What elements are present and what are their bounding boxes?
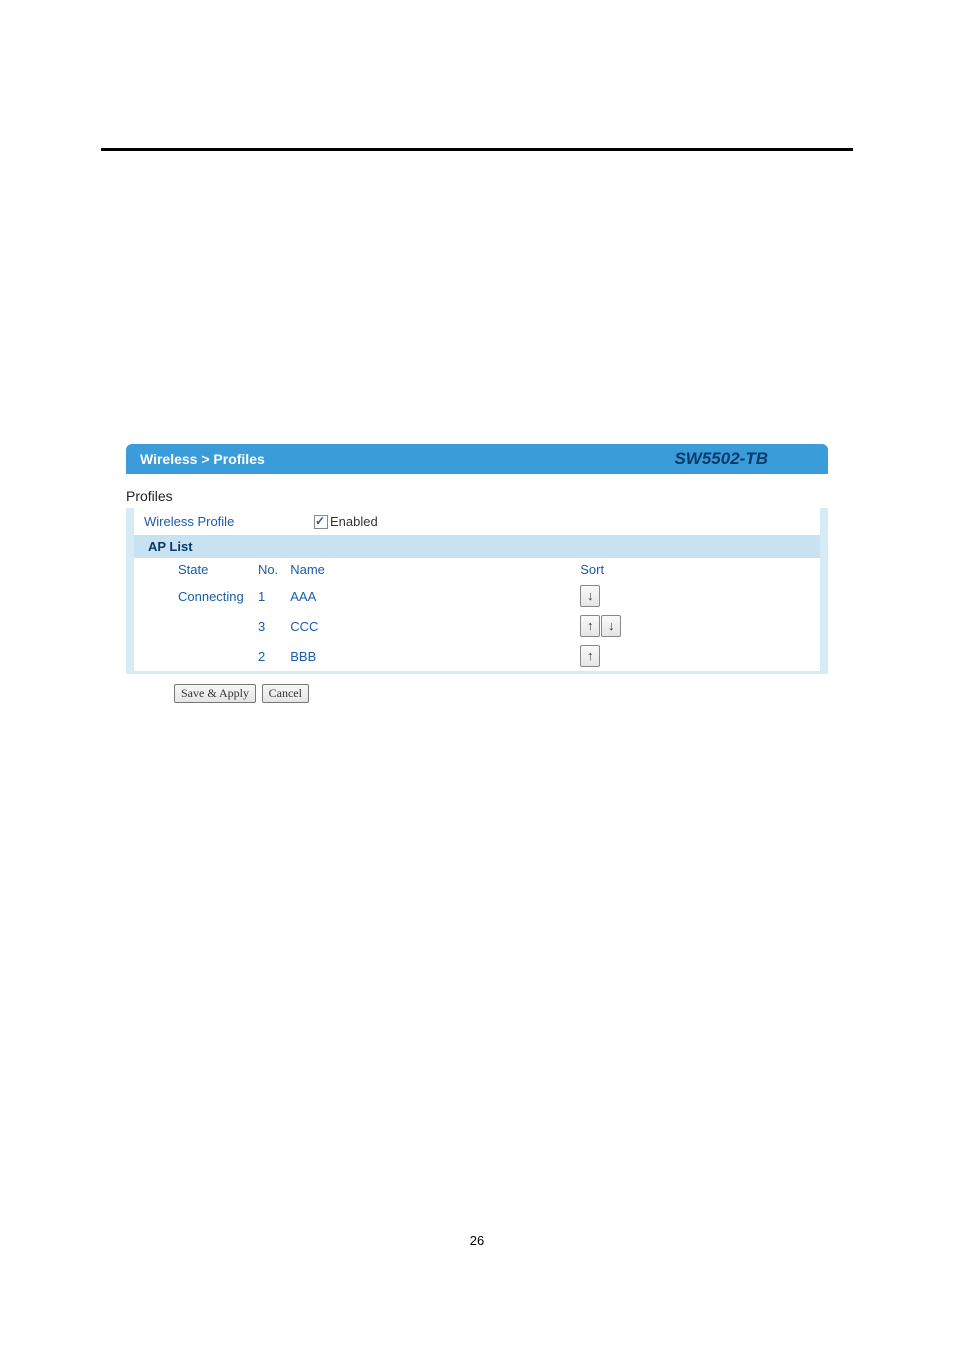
panel-header: Wireless > Profiles SW5502-TB	[126, 444, 828, 474]
cell-state: Connecting	[172, 581, 252, 611]
enabled-checkbox[interactable]	[314, 515, 328, 529]
wireless-profile-row: Wireless Profile Enabled	[134, 508, 820, 535]
sort-up-button[interactable]: ↑	[580, 645, 600, 667]
section-title: Profiles	[126, 488, 828, 504]
wireless-profile-value: Enabled	[314, 514, 378, 529]
cancel-button[interactable]: Cancel	[262, 684, 309, 703]
cell-sort: ↓	[574, 581, 820, 611]
col-header-state: State	[172, 558, 252, 581]
cell-name: BBB	[284, 641, 574, 671]
wireless-profiles-panel: Wireless > Profiles SW5502-TB Profiles W…	[126, 444, 828, 703]
col-header-no: No.	[252, 558, 284, 581]
cell-name: CCC	[284, 611, 574, 641]
col-header-name: Name	[284, 558, 574, 581]
breadcrumb: Wireless > Profiles	[140, 451, 265, 467]
cell-no: 3	[252, 611, 284, 641]
cell-state	[172, 611, 252, 641]
cell-sort: ↑	[574, 641, 820, 671]
page-divider	[101, 148, 853, 151]
cell-state	[172, 641, 252, 671]
table-row: Connecting 1 AAA ↓	[134, 581, 820, 611]
cell-no: 2	[252, 641, 284, 671]
content-body: Wireless Profile Enabled AP List State N…	[126, 508, 828, 674]
table-row: 2 BBB ↑	[134, 641, 820, 671]
sort-up-button[interactable]: ↑	[580, 615, 600, 637]
model-label: SW5502-TB	[674, 449, 768, 469]
ap-list-header: AP List	[134, 535, 820, 558]
col-header-sort: Sort	[574, 558, 820, 581]
save-apply-button[interactable]: Save & Apply	[174, 684, 256, 703]
cell-sort: ↑↓	[574, 611, 820, 641]
wireless-profile-label: Wireless Profile	[144, 514, 314, 529]
sort-down-button[interactable]: ↓	[601, 615, 621, 637]
cell-name: AAA	[284, 581, 574, 611]
page-number: 26	[0, 1233, 954, 1248]
ap-list-header-row: State No. Name Sort	[134, 558, 820, 581]
enabled-label: Enabled	[330, 514, 378, 529]
action-row: Save & Apply Cancel	[126, 684, 828, 703]
ap-list-table: State No. Name Sort Connecting 1 AAA ↓ 3…	[134, 558, 820, 671]
sort-down-button[interactable]: ↓	[580, 585, 600, 607]
cell-no: 1	[252, 581, 284, 611]
table-row: 3 CCC ↑↓	[134, 611, 820, 641]
